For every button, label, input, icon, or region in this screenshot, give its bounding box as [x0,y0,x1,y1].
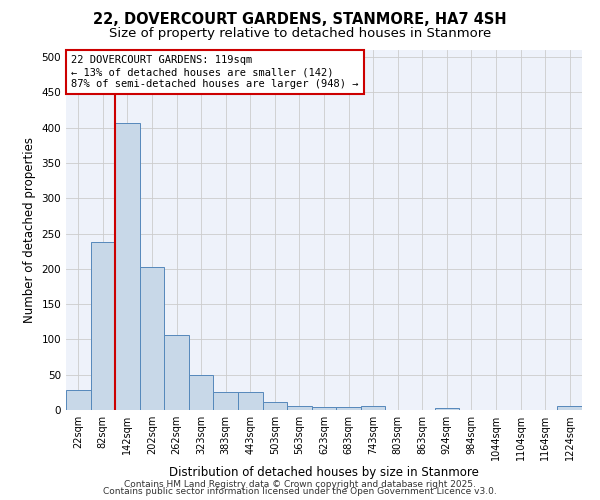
Bar [238,392,263,410]
X-axis label: Distribution of detached houses by size in Stanmore: Distribution of detached houses by size … [169,466,479,479]
Bar [66,390,91,410]
Bar [557,406,582,410]
Text: Size of property relative to detached houses in Stanmore: Size of property relative to detached ho… [109,28,491,40]
Text: Contains HM Land Registry data © Crown copyright and database right 2025.: Contains HM Land Registry data © Crown c… [124,480,476,489]
Y-axis label: Number of detached properties: Number of detached properties [23,137,36,323]
Text: 22 DOVERCOURT GARDENS: 119sqm
← 13% of detached houses are smaller (142)
87% of : 22 DOVERCOURT GARDENS: 119sqm ← 13% of d… [71,56,359,88]
Bar [115,122,140,410]
Bar [164,335,189,410]
Bar [336,407,361,410]
Bar [287,406,312,410]
Bar [189,376,214,410]
Bar [140,268,164,410]
Bar [361,406,385,410]
Bar [91,242,115,410]
Text: 22, DOVERCOURT GARDENS, STANMORE, HA7 4SH: 22, DOVERCOURT GARDENS, STANMORE, HA7 4S… [93,12,507,28]
Bar [214,392,238,410]
Bar [312,407,336,410]
Bar [434,408,459,410]
Bar [263,402,287,410]
Text: Contains public sector information licensed under the Open Government Licence v3: Contains public sector information licen… [103,488,497,496]
